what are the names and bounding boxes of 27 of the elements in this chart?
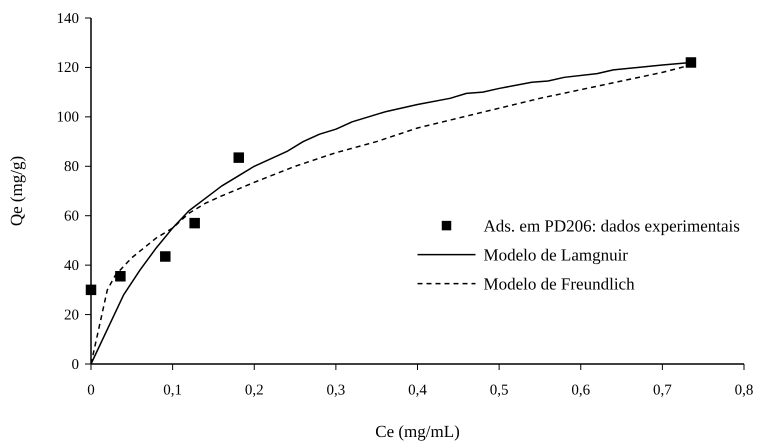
y-tick-label: 100 [56, 110, 79, 126]
point [160, 251, 171, 262]
x-tick-label: 0,4 [408, 382, 428, 399]
y-tick-label: 80 [64, 159, 79, 176]
x-tick-label: 0,7 [653, 382, 672, 399]
x-tick-label: 0,3 [326, 382, 346, 399]
x-tick-label: 0,1 [163, 382, 182, 399]
point [86, 284, 96, 296]
y-tick-label: 60 [64, 208, 79, 225]
point [233, 152, 244, 163]
legend-label: Modelo de Freundlich [484, 274, 636, 294]
x-tick-label: 0,2 [244, 382, 264, 399]
y-tick-label: 0 [72, 356, 79, 373]
x-tick-label: 0,6 [571, 382, 591, 399]
x-tick-label: 0 [87, 382, 95, 399]
y-tick-label: 140 [56, 10, 79, 27]
x-tick-label: 0,8 [734, 382, 754, 399]
y-tick-label: 120 [56, 60, 79, 76]
x-tick-label: 0,5 [490, 382, 508, 399]
x-axis-title: Ce (mg/mL) [375, 422, 460, 441]
legend-label: Ads. em PD206: dados experimentais [484, 216, 740, 236]
point [115, 271, 126, 282]
legend-label: Modelo de Lamgnuir [484, 246, 628, 265]
y-tick-label: 20 [64, 307, 79, 324]
point [189, 218, 200, 228]
y-axis-title: Qe (mg/g) [7, 156, 26, 226]
y-tick-label: 40 [64, 258, 79, 274]
